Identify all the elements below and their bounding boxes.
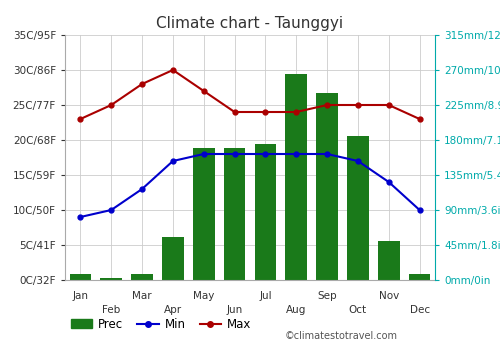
Bar (162, 237, 184, 280)
Text: Feb: Feb (102, 305, 120, 315)
Bar (286, 74, 307, 280)
Title: Climate chart - Taunggyi: Climate chart - Taunggyi (156, 16, 344, 31)
Text: Jan: Jan (72, 291, 88, 301)
Text: Sep: Sep (318, 291, 337, 301)
Bar (132, 274, 153, 280)
Text: ©climatestotravel.com: ©climatestotravel.com (285, 331, 398, 341)
Text: Oct: Oct (349, 305, 367, 315)
Bar (347, 136, 368, 280)
Text: Nov: Nov (378, 291, 399, 301)
Bar (70, 274, 91, 280)
Bar (193, 148, 214, 280)
Text: Jul: Jul (259, 291, 272, 301)
Text: Jun: Jun (226, 305, 242, 315)
Text: Mar: Mar (132, 291, 152, 301)
Text: May: May (193, 291, 214, 301)
Text: Apr: Apr (164, 305, 182, 315)
Legend: Prec, Min, Max: Prec, Min, Max (71, 318, 251, 331)
Text: Dec: Dec (410, 305, 430, 315)
Bar (254, 144, 276, 280)
Bar (100, 278, 122, 280)
Bar (224, 148, 246, 280)
Bar (409, 274, 430, 280)
Bar (316, 93, 338, 280)
Bar (378, 241, 400, 280)
Text: Aug: Aug (286, 305, 306, 315)
